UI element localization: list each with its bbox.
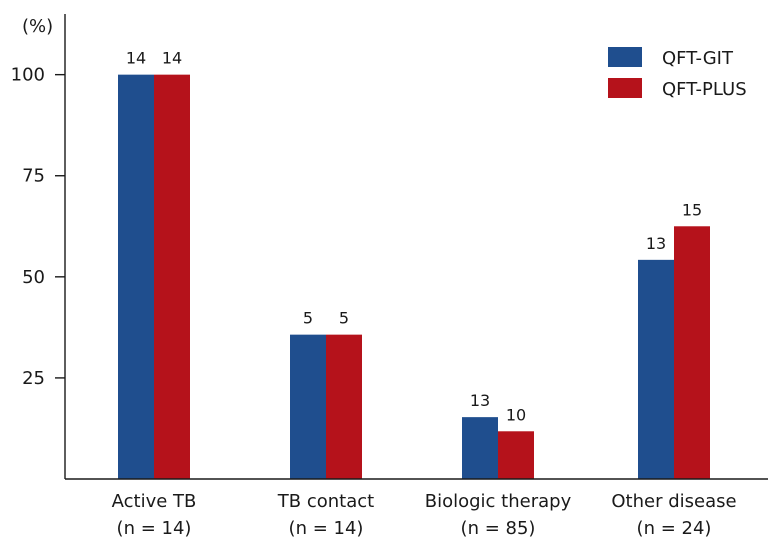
y-ticks-layer: 25 50 75 100 <box>11 65 65 389</box>
legend-swatch <box>608 47 642 67</box>
x-categories-layer: Active TB (n = 14) TB contact (n = 14) Biolo… <box>112 491 737 539</box>
x-category-label: Other disease <box>611 491 736 512</box>
axes-layer: (%) <box>22 14 768 480</box>
x-category-label: Biologic therapy <box>425 491 572 512</box>
x-category-label: Active TB <box>112 491 197 512</box>
legend-label: QFT-GIT <box>662 48 734 69</box>
x-category-n-label: (n = 14) <box>117 518 192 539</box>
bar-value-label: 5 <box>339 309 349 328</box>
y-tick-label: 75 <box>22 166 45 187</box>
bar-qft-git-2 <box>462 417 498 479</box>
bar-value-label: 15 <box>682 200 702 219</box>
bar-qft-git-1 <box>290 334 326 479</box>
x-category-label: TB contact <box>277 491 374 512</box>
bar-qft-plus-2 <box>498 431 534 479</box>
bar-value-label: 14 <box>162 49 182 68</box>
bar-qft-git-3 <box>638 259 674 479</box>
bar-qft-plus-3 <box>674 226 710 479</box>
bar-value-label: 13 <box>646 234 666 253</box>
y-tick-label: 25 <box>22 368 45 389</box>
bar-qft-plus-1 <box>326 334 362 479</box>
bar-value-label: 5 <box>303 309 313 328</box>
legend: QFT-GIT QFT-PLUS <box>608 47 747 100</box>
bar-value-label: 13 <box>470 391 490 410</box>
bar-value-label: 14 <box>126 49 146 68</box>
x-category-n-label: (n = 14) <box>289 518 364 539</box>
bars-layer: 14 5 13 13 14 5 10 15 <box>118 49 710 480</box>
y-tick-label: 50 <box>22 267 45 288</box>
x-category-n-label: (n = 85) <box>461 518 536 539</box>
bar-qft-git-0 <box>118 74 154 480</box>
y-axis-unit-label: (%) <box>22 16 53 37</box>
y-tick-label: 100 <box>11 65 45 86</box>
bar-qft-plus-0 <box>154 74 190 480</box>
bar-value-label: 10 <box>506 405 526 424</box>
legend-swatch <box>608 78 642 98</box>
legend-label: QFT-PLUS <box>662 79 747 100</box>
x-category-n-label: (n = 24) <box>637 518 712 539</box>
